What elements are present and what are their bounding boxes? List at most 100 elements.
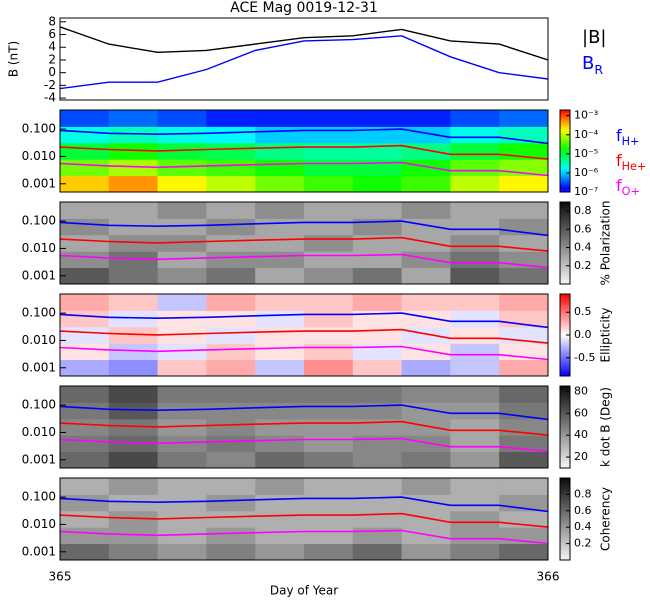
y-tick-label: -2: [44, 78, 56, 92]
heatmap-cell: [401, 310, 451, 328]
heatmap-cell: [255, 386, 305, 403]
heatmap-cell: [157, 510, 207, 528]
colorbar-label: Ellipticity: [599, 308, 613, 363]
legend-label: fH+: [616, 126, 639, 149]
heatmap-cell: [206, 202, 256, 219]
heatmap-cell: [157, 251, 207, 269]
heatmap-cell: [206, 510, 256, 528]
frequency-line: [60, 512, 548, 528]
colorbar-tick-label: 0.4: [574, 520, 592, 533]
plot-frame: [59, 109, 549, 193]
heatmap-cell: [108, 310, 159, 328]
heatmap-cell: [401, 142, 451, 160]
heatmap-cell: [450, 435, 500, 453]
heatmap-cell: [60, 386, 110, 403]
heatmap-cell: [401, 218, 451, 236]
heatmap-cell: [255, 543, 305, 560]
heatmap-cell: [60, 251, 110, 269]
plot-frame: [59, 385, 549, 469]
heatmap-cell: [157, 159, 207, 177]
heatmap-cell: [450, 142, 500, 160]
heatmap-cell: [206, 359, 256, 376]
heatmap-cell: [255, 202, 305, 219]
heatmap-cell: [157, 110, 207, 127]
heatmap-cell: [450, 310, 500, 328]
legend-label: |B|: [582, 27, 606, 48]
heatmap-cell: [206, 435, 256, 453]
heatmap-cell: [352, 110, 403, 127]
frequency-line: [60, 161, 548, 177]
panel: 10⁻³ 10⁻⁴ 10⁻⁵ 10⁻⁶ 10⁻⁷ 0.100 0.010 0.001: [22, 109, 599, 198]
colorbar-tick-label: 0.5: [574, 305, 592, 318]
y-tick-label: 8: [48, 14, 56, 28]
heatmap-cell: [60, 310, 110, 328]
colorbar-tick-label: 40: [574, 428, 588, 441]
heatmap-cell: [255, 435, 305, 453]
y-tick-label: 0.100: [22, 398, 56, 412]
y-tick-label: 4: [48, 40, 56, 54]
frequency-line: [60, 345, 548, 361]
heatmap-cell: [304, 543, 354, 560]
heatmap-cell: [499, 478, 548, 495]
heatmap-cell: [157, 294, 207, 311]
heatmap-cell: [304, 218, 354, 236]
colorbar-tick-label: 0.6: [574, 222, 592, 235]
heatmap-cell: [157, 343, 207, 361]
heatmap-cell: [450, 510, 500, 528]
heatmap-cell: [304, 126, 354, 144]
heatmap-cell: [255, 359, 305, 376]
heatmap-cell: [206, 175, 256, 192]
heatmap-cell: [60, 343, 110, 361]
legend-label: fHe+: [616, 151, 646, 174]
heatmap-cell: [206, 386, 256, 403]
heatmap-cell: [352, 294, 403, 311]
y-tick-label: 2: [48, 52, 56, 66]
heatmap-cell: [304, 435, 354, 453]
heatmap-cell: [108, 218, 159, 236]
heatmap-cell: [401, 126, 451, 144]
heatmap-cell: [108, 343, 159, 361]
heatmap-cell: [157, 142, 207, 160]
heatmap-cell: [401, 175, 451, 192]
heatmap-cell: [304, 478, 354, 495]
heatmap-cell: [108, 159, 159, 177]
y-tick-label: 0.001: [22, 452, 56, 466]
heatmap-cell: [206, 310, 256, 328]
frequency-line: [60, 128, 548, 145]
plot-frame: [59, 17, 549, 101]
heatmap-cell: [450, 402, 500, 420]
heatmap-cell: [108, 510, 159, 528]
heatmap-cell: [108, 451, 159, 468]
heatmap-cell: [206, 126, 256, 144]
heatmap-cell: [206, 451, 256, 468]
x-tick-label: 365: [49, 570, 72, 584]
line: [60, 26, 548, 61]
colorbar: [559, 385, 571, 469]
heatmap-cell: [206, 402, 256, 420]
heatmap-cell: [108, 202, 159, 219]
heatmap-cell: [450, 451, 500, 468]
colorbar-tick-label: 10⁻⁴: [574, 128, 599, 141]
heatmap-cell: [157, 218, 207, 236]
plot-frame: [59, 477, 549, 561]
heatmap-cell: [401, 494, 451, 512]
heatmap-cell: [157, 326, 207, 344]
panel: 20 40 60 80 k dot B (Deg) 0.100 0.010 0.001: [22, 384, 613, 469]
heatmap-cell: [255, 418, 305, 436]
heatmap-cell: [206, 218, 256, 236]
heatmap-cell: [304, 267, 354, 284]
heatmap-cell: [304, 494, 354, 512]
heatmap-cell: [401, 251, 451, 269]
heatmap-cell: [450, 478, 500, 495]
heatmap-cell: [304, 527, 354, 545]
heatmap-cell: [401, 543, 451, 560]
heatmap-cell: [352, 175, 403, 192]
heatmap-cell: [352, 435, 403, 453]
colorbar: [559, 201, 571, 285]
heatmap-cell: [206, 251, 256, 269]
heatmap-cell: [304, 451, 354, 468]
frequency-line: [60, 529, 548, 545]
heatmap-cell: [60, 110, 110, 127]
y-tick-label: 6: [48, 27, 56, 41]
heatmap-cell: [108, 267, 159, 284]
